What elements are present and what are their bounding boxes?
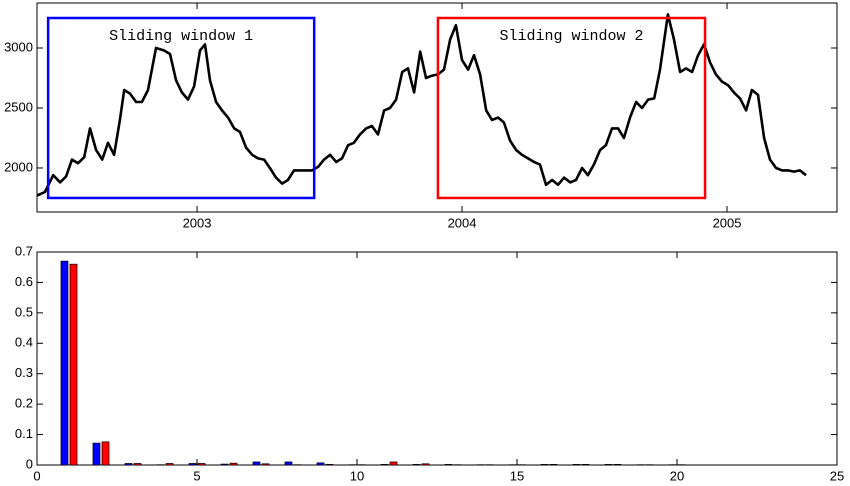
y-tick-label: 2000 <box>4 159 33 174</box>
bar <box>134 463 141 465</box>
y-tick-label: 0.3 <box>15 365 33 380</box>
bar <box>230 463 237 465</box>
bar <box>253 462 260 465</box>
bar <box>125 463 132 465</box>
x-tick-label: 2004 <box>448 215 477 230</box>
x-tick-label: 0 <box>33 468 40 481</box>
x-tick-label: 15 <box>510 468 524 481</box>
x-tick-label: 10 <box>350 468 364 481</box>
bar <box>221 464 228 465</box>
bar <box>541 464 548 465</box>
bar <box>326 464 333 465</box>
y-tick-label: 0.2 <box>15 396 33 411</box>
y-tick-label: 0.1 <box>15 426 33 441</box>
x-tick-label: 20 <box>670 468 684 481</box>
bar <box>413 464 420 465</box>
x-tick-label: 2003 <box>183 215 212 230</box>
y-tick-label: 0 <box>26 456 33 471</box>
bar <box>317 463 324 465</box>
bar <box>445 464 452 465</box>
annotation: Sliding window 1 <box>109 28 253 45</box>
bar <box>166 463 173 465</box>
bar <box>61 261 68 465</box>
y-tick-label: 0.6 <box>15 274 33 289</box>
bar <box>93 443 100 465</box>
x-tick-label: 2005 <box>713 215 742 230</box>
bar <box>70 264 77 465</box>
bar <box>198 463 205 465</box>
bar <box>381 464 388 465</box>
bar <box>614 464 621 465</box>
bar <box>605 464 612 465</box>
bar <box>189 463 196 465</box>
bar <box>582 464 589 465</box>
bar <box>390 462 397 465</box>
y-tick-label: 2500 <box>4 99 33 114</box>
bar <box>550 464 557 465</box>
bar <box>285 462 292 465</box>
x-tick-label: 25 <box>830 468 844 481</box>
bar <box>102 442 109 465</box>
bar <box>422 464 429 465</box>
y-tick-label: 3000 <box>4 39 33 54</box>
axes-box <box>37 252 837 465</box>
bar <box>262 464 269 465</box>
annotation: Sliding window 2 <box>499 28 643 45</box>
y-tick-label: 0.4 <box>15 335 33 350</box>
y-tick-label: 0.7 <box>15 243 33 258</box>
y-tick-label: 0.5 <box>15 304 33 319</box>
x-tick-label: 5 <box>193 468 200 481</box>
bar <box>573 464 580 465</box>
